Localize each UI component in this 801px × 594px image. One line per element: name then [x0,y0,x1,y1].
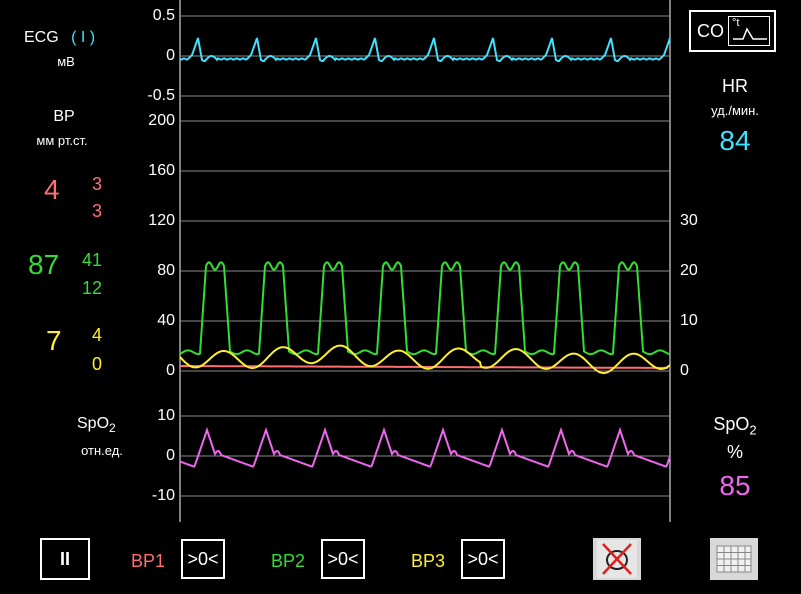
hr-value: 84 [719,125,751,156]
bp3-label: BP3 [411,551,446,571]
left-spo2-title: SpO2 [77,415,116,436]
ecg-tick-mid: 0 [166,47,175,64]
bp-tick-80: 80 [157,262,175,279]
bp-right-tick-0: 0 [680,362,689,379]
bp1-sys: 3 [92,174,103,194]
bp-title: BP [53,108,75,125]
bp3-sys: 4 [92,325,103,345]
bp2-label: BP2 [271,551,306,571]
bp3-waveform [179,344,671,374]
right-spo2-unit: % [726,442,744,462]
bp1-zero-button[interactable]: >0< [181,539,225,579]
ecg-tick-top: 0.5 [152,7,175,24]
plot-grid [179,0,671,522]
pause-button[interactable]: II [40,538,90,580]
ecg-title: ECG ( I ) [24,29,96,46]
spo2-waveform [179,426,671,468]
spo2-tick-10: 10 [157,407,175,424]
grid-menu-button[interactable] [710,538,758,580]
bp2-dia: 12 [82,278,103,298]
alarm-mute-button[interactable] [593,538,641,580]
bp3-mean: 7 [46,325,62,356]
bp2-sys: 41 [82,250,103,270]
bp2-waveform [179,261,671,356]
left-spo2-unit: отн.ед. [81,443,123,458]
bp-right-tick-20: 20 [680,262,698,279]
bp1-dia: 3 [92,201,103,221]
bp3-dia: 0 [92,354,103,374]
hr-title: HR [722,76,748,96]
bp1-mean: 4 [44,174,60,205]
ecg-waveform [179,37,671,62]
co-button[interactable]: CO °t [689,10,776,52]
spo2-tick-0: 0 [166,447,175,464]
bp1-label: BP1 [131,551,166,571]
ecg-lead: ( I ) [71,29,96,46]
ecg-unit: мВ [57,54,75,69]
spo2-tick-neg10: -10 [151,487,175,504]
bp-tick-0: 0 [166,362,175,379]
waveforms [179,37,671,468]
bp-tick-120: 120 [148,212,175,229]
ecg-tick-bottom: -0.5 [147,87,175,104]
bp-right-tick-30: 30 [680,212,698,229]
co-label: CO [697,20,724,41]
bp-tick-200: 200 [148,112,175,129]
hr-unit: уд./мин. [711,103,759,118]
alarm-mute-icon [597,540,637,578]
bp-right-tick-10: 10 [680,312,698,329]
bp2-zero-button[interactable]: >0< [321,539,365,579]
bp3-zero-button[interactable]: >0< [461,539,505,579]
thermodilution-icon: °t [728,16,770,46]
right-spo2-value: 85 [719,470,751,501]
right-spo2-title: SpO2 [713,414,757,438]
grid-icon [716,545,752,573]
bp-tick-40: 40 [157,312,175,329]
bp2-mean: 87 [28,249,60,280]
bp-unit: мм рт.ст. [36,133,88,148]
bp-tick-160: 160 [148,162,175,179]
